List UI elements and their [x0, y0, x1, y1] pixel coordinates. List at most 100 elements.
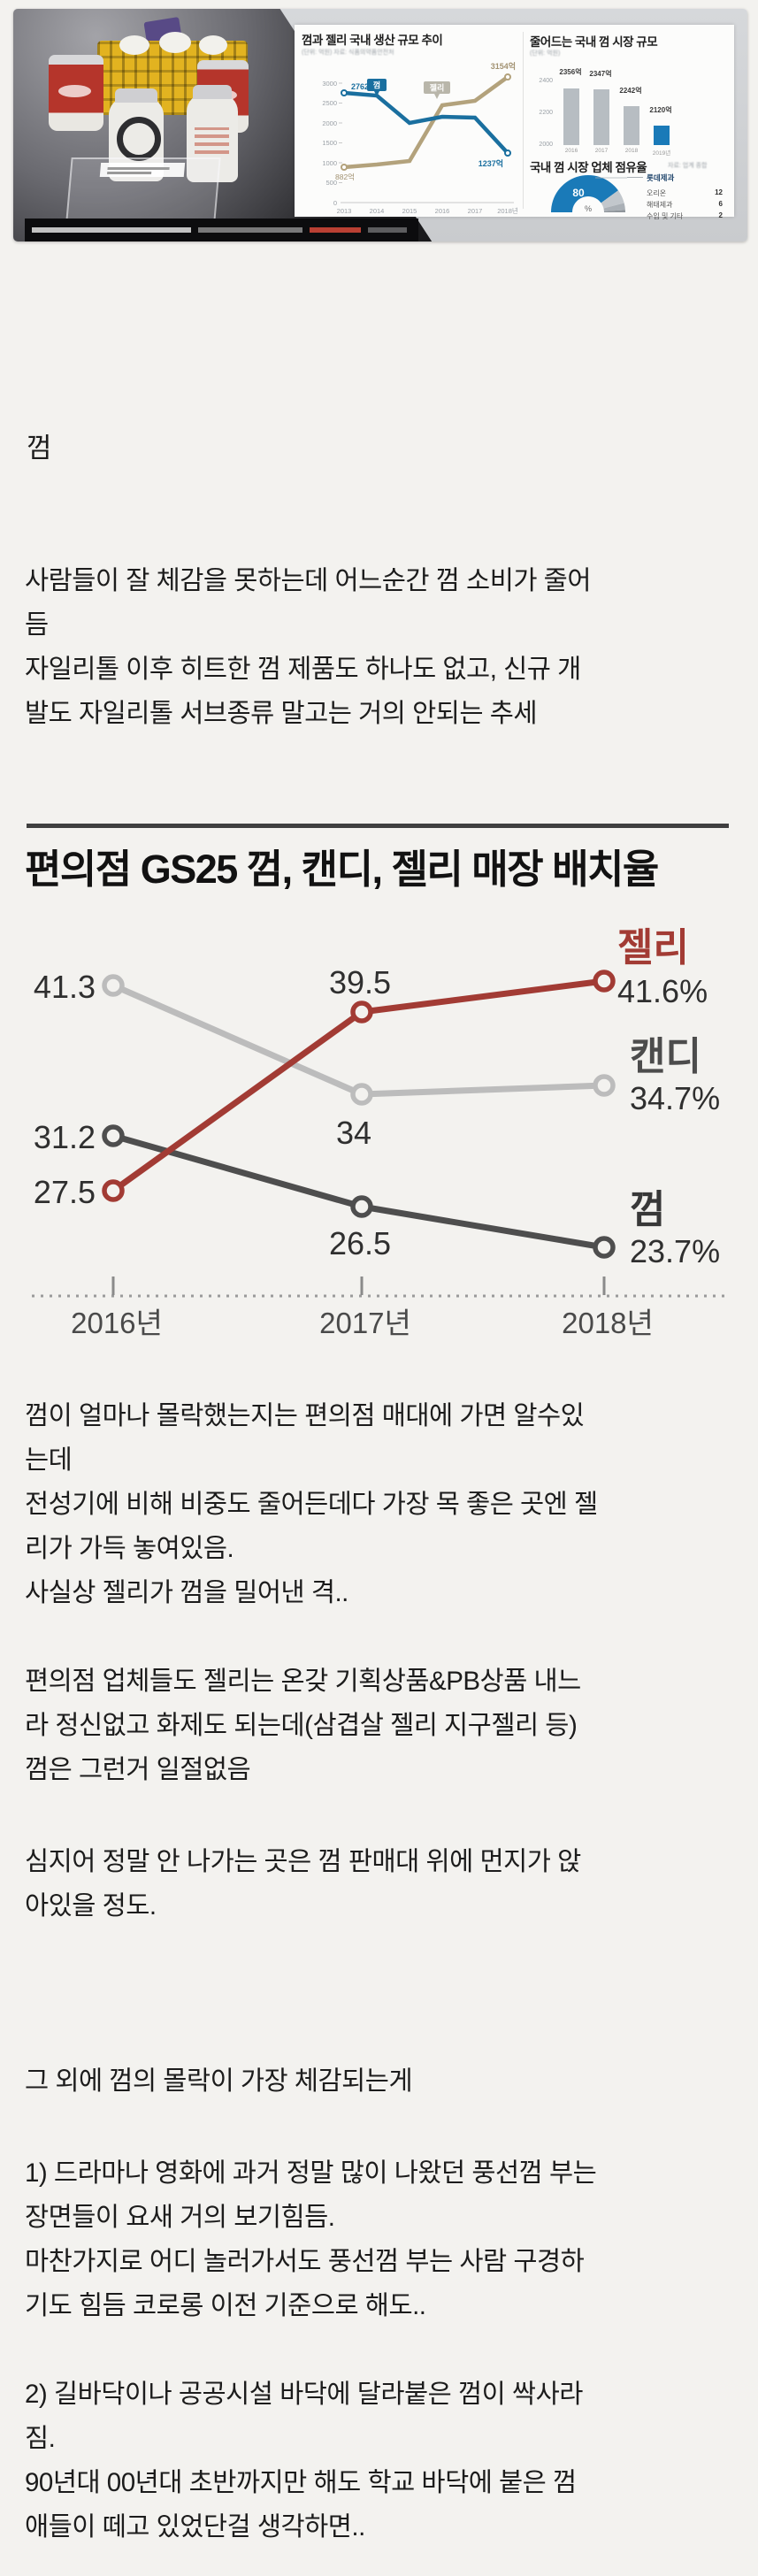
- gum-2018-label: 23.7%: [630, 1233, 720, 1269]
- legend-lotte: 롯데제과: [647, 173, 675, 182]
- jelly-tooltip-label: 젤리: [430, 83, 445, 93]
- share-segment-orion: [601, 190, 624, 209]
- jelly-series-label: 젤리: [617, 926, 689, 970]
- market-chart-title: 줄어드는 국내 껌 시장 규모: [530, 35, 658, 49]
- jelly-tooltip-box: [424, 81, 450, 94]
- post-paragraph: 심지어 정말 안 나가는 곳은 껌 판매대 위에 먼지가 앉 아있을 정도.: [25, 1847, 581, 1920]
- candy-2018-label: 34.7%: [630, 1080, 720, 1116]
- share-main-value: 80: [572, 187, 585, 199]
- x-tick: 2013: [337, 207, 352, 215]
- production-chart-subtitle: (단위: 억원) 자료: 식품의약품안전처: [302, 50, 394, 56]
- bottle-cap: [192, 85, 233, 99]
- gum-series-label: 껌: [630, 1188, 665, 1231]
- bar-value: 2120억: [649, 106, 672, 114]
- y-tick: 2000: [539, 142, 553, 148]
- jelly-end-point: [504, 73, 511, 80]
- y-tick: 0: [333, 199, 337, 207]
- jelly-point-2016: [102, 1179, 125, 1202]
- jelly-start-point: [341, 164, 348, 171]
- jelly-2017-label: 39.5: [329, 964, 391, 1000]
- x-tick: 2017: [468, 207, 483, 215]
- white-gum-bottle: [187, 85, 238, 182]
- bottle-label: [195, 127, 229, 154]
- legend-value: 6: [718, 200, 723, 208]
- x-label-2018: 2018년: [562, 1307, 654, 1339]
- y-tick: 2400: [539, 78, 553, 84]
- share-chart: 국내 껌 시장 업체 점유율 자료: 업계 종합 80 % 롯데제과 오리온 1…: [526, 157, 731, 220]
- bar-value: 2242억: [619, 87, 642, 95]
- legend-value: 2: [718, 211, 723, 219]
- share-segment-lotte: [551, 174, 618, 212]
- gum-tooltip-box: [367, 79, 387, 91]
- news-graphic-image[interactable]: 껌과 젤리 국내 생산 규모 추이 (단위: 억원) 자료: 식품의약품안전처 …: [13, 9, 747, 242]
- x-tick: 2016: [435, 207, 450, 215]
- share-donut: 80 %: [551, 174, 627, 213]
- chart-top-rule: [27, 824, 729, 828]
- production-chart-title: 껌과 젤리 국내 생산 규모 추이: [302, 34, 443, 47]
- post-paragraph: 2) 길바닥이나 공공시설 바닥에 달라붙은 껌이 싹사라 짐. 90년대 00…: [25, 2380, 583, 2542]
- x-label-2016: 2016년: [71, 1307, 163, 1339]
- gum-production-line: [343, 90, 509, 155]
- candy-series-label: 캔디: [630, 1035, 701, 1078]
- y-tick: 2000: [322, 119, 337, 127]
- bar-year: 2018: [624, 148, 639, 154]
- share-chart-title: 국내 껌 시장 업체 점유율: [530, 161, 647, 174]
- y-tick: 500: [325, 179, 337, 187]
- bar-value: 2356억: [559, 68, 582, 76]
- legend-name: 해태제과: [647, 201, 673, 209]
- candy-2017-label: 34: [336, 1115, 371, 1151]
- legend-name: 오리온: [647, 189, 667, 197]
- production-chart: 껌과 젤리 국내 생산 규모 추이 (단위: 억원) 자료: 식품의약품안전처 …: [302, 30, 521, 215]
- share-segment-etc: [603, 210, 625, 212]
- candy-point-2017: [350, 1083, 373, 1106]
- legend-value: 12: [715, 188, 723, 196]
- gum-tooltip-pointer: [374, 91, 379, 96]
- red-gum-can: [49, 55, 103, 131]
- gum-2016-label: 31.2: [34, 1119, 96, 1155]
- jelly-point-2017: [350, 1000, 373, 1024]
- bar-plot: 2356억 2347억 2242억 2120억: [556, 25, 724, 145]
- x-label-2017: 2017년: [319, 1307, 411, 1339]
- jelly-production-line: [343, 75, 509, 170]
- x-tick: 2018년: [497, 206, 518, 215]
- bar-2016: [563, 88, 579, 145]
- market-chart-subtitle: (단위: 억원): [530, 50, 561, 57]
- box-label: [99, 163, 186, 177]
- gum-start-label: 2762억: [351, 81, 376, 91]
- gum-point-2017: [350, 1195, 373, 1218]
- jelly-2018-label: 41.6%: [617, 973, 708, 1009]
- share-unit: %: [585, 204, 592, 213]
- gum-2017-label: 26.5: [329, 1225, 391, 1261]
- jelly-point-2018: [593, 970, 616, 993]
- y-tick: 1500: [322, 139, 337, 147]
- bottle-logo: [117, 117, 161, 161]
- post-paragraph: 그 외에 껌의 몰락이 가장 체감되는게: [25, 2066, 413, 2096]
- gum-point-2016: [102, 1124, 125, 1147]
- gum-tooltip-label: 껌: [373, 80, 380, 90]
- post-paragraph: 편의점 업체들도 젤리는 온갖 기획상품&PB상품 내느 라 정신없고 화제도 …: [25, 1667, 581, 1784]
- x-tick: 2014: [370, 207, 385, 215]
- bar-2018: [624, 106, 639, 145]
- bottle-cap: [115, 88, 157, 103]
- bar-year: 2016: [564, 148, 578, 154]
- legend-name: 수입 및 기타: [647, 212, 684, 220]
- paper-cup: [119, 35, 149, 55]
- gum-start-point: [341, 89, 348, 96]
- bar-2017: [593, 89, 609, 145]
- y-tick: 3000: [322, 80, 337, 88]
- jelly-start-label: 882억: [335, 172, 355, 181]
- paper-cup: [199, 35, 227, 55]
- jelly-tooltip-pointer: [434, 94, 440, 99]
- share-segment-haitai: [603, 203, 625, 211]
- candy-point-2016: [102, 974, 125, 997]
- panel-divider: [523, 32, 524, 209]
- gs25-line-chart: 41.3 31.2 27.5 39.5 34 26.5 젤리 41.6% 캔디 …: [32, 926, 725, 1339]
- paper-cup: [159, 32, 191, 53]
- post-paragraph: 1) 드라마나 영화에 과거 정말 많이 나왔던 풍선껌 부는 장면들이 요새 …: [25, 2158, 597, 2320]
- candy-2016-label: 41.3: [34, 969, 96, 1005]
- market-chart: 줄어드는 국내 껌 시장 규모 (단위: 억원) 2400 2200 2000 …: [526, 25, 731, 157]
- post-paragraph: 사람들이 잘 체감을 못하는데 어느순간 껌 소비가 줄어 듬 자일리톨 이후 …: [25, 566, 591, 728]
- share-chart-source: 자료: 업계 종합: [668, 163, 708, 169]
- gs25-chart-title: 편의점 GS25 껌, 캔디, 젤리 매장 배치율: [25, 847, 659, 892]
